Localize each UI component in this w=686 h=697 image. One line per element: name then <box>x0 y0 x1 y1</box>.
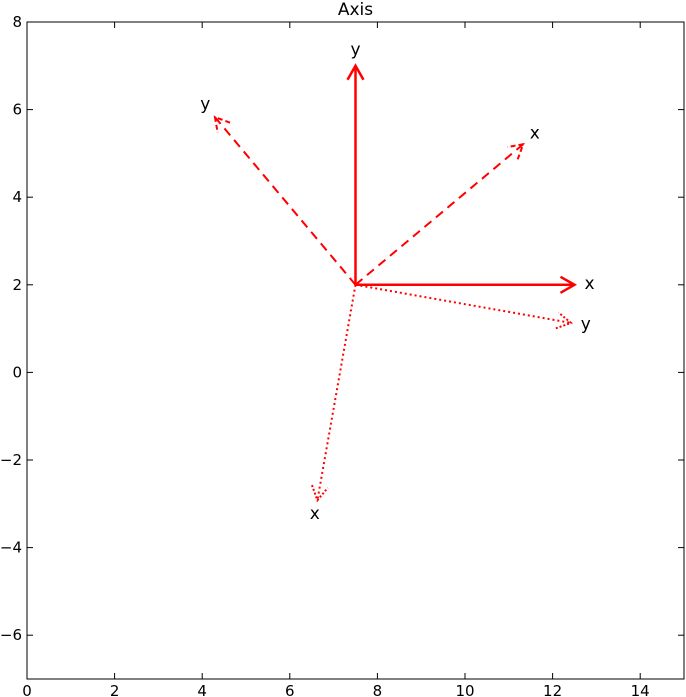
arrow-solid-y: y <box>346 40 365 285</box>
arrow-head <box>346 63 365 81</box>
arrow-head <box>555 311 573 330</box>
y-tick-label: 8 <box>12 13 22 31</box>
arrow-shaft <box>354 143 524 286</box>
arrow-head <box>213 115 231 134</box>
y-tick-label: 2 <box>12 276 22 294</box>
x-tick-label: 10 <box>455 682 474 697</box>
arrow-label: y <box>200 95 210 115</box>
arrow-solid-x: x <box>355 274 595 294</box>
arrow-label: y <box>581 315 591 335</box>
arrow-dotted-x: x <box>310 284 357 524</box>
y-tick-label: 6 <box>12 101 22 119</box>
arrow-shaft <box>316 284 357 501</box>
arrow-label: y <box>350 40 360 60</box>
x-tick-label: 12 <box>543 682 562 697</box>
arrow-head <box>559 275 578 294</box>
arrow-label: x <box>310 504 320 524</box>
arrow-dashed-y: y <box>200 95 357 286</box>
chart-title: Axis <box>338 0 373 20</box>
x-tick-label: 0 <box>22 682 32 697</box>
y-tick-label: −6 <box>0 626 22 644</box>
y-tick-label: −2 <box>0 451 22 469</box>
arrow-dotted-y: y <box>355 283 591 335</box>
y-tick-label: 0 <box>12 363 22 381</box>
x-tick-label: 4 <box>197 682 207 697</box>
arrow-dashed-x: x <box>354 124 540 286</box>
arrow-shaft <box>355 283 572 324</box>
arrow-label: x <box>584 274 594 294</box>
y-tick-label: −4 <box>0 539 22 557</box>
x-tick-label: 6 <box>285 682 295 697</box>
x-tick-label: 8 <box>373 682 383 697</box>
arrow-head <box>311 484 329 503</box>
y-tick-label: 4 <box>12 188 22 206</box>
arrow-head <box>507 142 525 160</box>
plot-frame <box>26 21 685 680</box>
x-tick-label: 14 <box>631 682 650 697</box>
arrow-label: x <box>530 124 540 144</box>
arrow-shaft <box>214 116 357 286</box>
x-tick-label: 2 <box>110 682 120 697</box>
